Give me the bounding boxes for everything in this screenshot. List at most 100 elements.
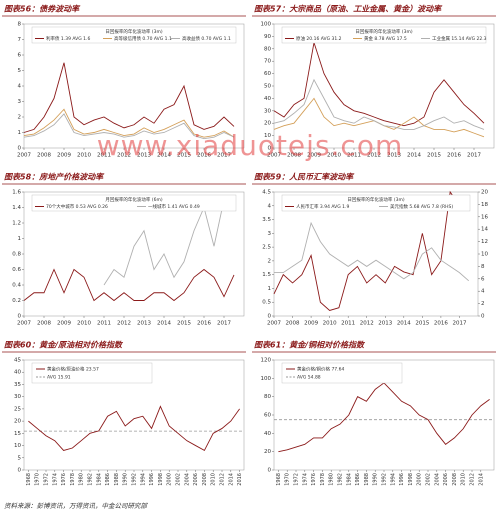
x-tick-label: 2010 <box>461 473 467 486</box>
series-line <box>273 190 469 311</box>
x-tick-label: 2007 <box>17 153 31 159</box>
x-tick-label: 2012 <box>367 153 381 159</box>
y-tick-label: 0 <box>18 146 22 152</box>
x-tick-label: 1984 <box>346 473 352 486</box>
y-tick-label: 2 <box>18 115 22 121</box>
x-tick-label: 2010 <box>77 321 91 327</box>
y-tick-label: 30 <box>264 108 271 114</box>
legend-title: 月回报率的年化波动率 (6m) <box>105 196 162 203</box>
y-tick-label: 1 <box>18 130 22 136</box>
x-tick-label: 1972 <box>44 473 50 486</box>
x-tick-label: 1992 <box>132 473 138 486</box>
legend-label: 黄金 8.78 AVG 17.5 <box>364 35 407 42</box>
y-tick-label: 50 <box>264 84 271 90</box>
y-tick-label: 45 <box>14 358 21 364</box>
series-line <box>278 382 490 453</box>
y-tick-label: 20 <box>264 121 271 127</box>
y-tick-label: 80 <box>264 394 271 400</box>
legend-title: 日回报率的年化波动率 (3m) <box>355 28 412 35</box>
x-tick-label: 2007 <box>267 153 281 159</box>
x-tick-label: 2014 <box>157 153 171 159</box>
x-tick-label: 1968 <box>276 473 282 486</box>
x-tick-label: 2014 <box>478 473 484 486</box>
x-tick-label: 2014 <box>157 321 171 327</box>
x-tick-label: 2000 <box>417 473 423 486</box>
x-tick-label: 2008 <box>37 153 51 159</box>
series-line <box>23 268 235 302</box>
x-tick-label: 2008 <box>452 473 458 486</box>
y-tick-label: 70 <box>264 59 271 65</box>
y2-tick-label: 16 <box>481 214 488 220</box>
x-tick-label: 2000 <box>167 473 173 486</box>
y-tick-label: 15 <box>14 431 21 437</box>
x-tick-label: 2007 <box>267 321 281 327</box>
x-tick-label: 2017 <box>217 153 231 159</box>
y-tick-label: 40 <box>264 431 271 437</box>
x-tick-label: 1978 <box>70 473 76 486</box>
x-tick-label: 2014 <box>407 153 421 159</box>
x-tick-label: 2002 <box>176 473 182 486</box>
legend-label: 黄金价格/原油价格 23.57 <box>47 366 99 373</box>
y-tick-label: 3 <box>268 231 272 237</box>
y-tick-label: 0 <box>18 468 22 474</box>
y-tick-label: 0.6 <box>12 267 21 273</box>
x-tick-label: 2013 <box>137 153 151 159</box>
x-tick-label: 2012 <box>470 473 476 486</box>
y2-tick-label: 6 <box>481 276 485 282</box>
y-tick-label: 1 <box>268 286 272 292</box>
series-line <box>28 405 240 452</box>
chart-title: 图表56：债券波动率 <box>4 5 81 14</box>
x-tick-label: 1988 <box>114 473 120 486</box>
x-tick-label: 1992 <box>382 473 388 486</box>
y-tick-label: 20 <box>14 419 21 425</box>
x-tick-label: 1972 <box>294 473 300 486</box>
x-tick-label: 1996 <box>149 473 155 486</box>
x-tick-label: 2011 <box>341 321 355 327</box>
x-tick-label: 2016 <box>197 153 211 159</box>
series-line <box>274 221 470 282</box>
series-line <box>23 113 235 140</box>
x-tick-label: 1986 <box>355 473 361 486</box>
x-tick-label: 2004 <box>184 473 190 486</box>
y2-tick-label: 12 <box>481 239 488 245</box>
x-tick-label: 1980 <box>79 473 85 486</box>
y-tick-label: 1.4 <box>12 205 21 211</box>
legend-label: 工业金属 15.14 AVG 22.3 <box>432 35 487 42</box>
y-tick-label: 8 <box>18 22 22 28</box>
legend-label: 人民币汇率 3.94 AVG 1.9 <box>296 203 349 210</box>
x-tick-label: 2008 <box>37 321 51 327</box>
y-tick-label: 80 <box>264 46 271 52</box>
x-tick-label: 2016 <box>447 153 461 159</box>
x-tick-label: 2006 <box>443 473 449 486</box>
x-tick-label: 2012 <box>360 321 374 327</box>
y-tick-label: 0.2 <box>12 298 21 304</box>
x-tick-label: 2010 <box>211 473 217 486</box>
x-tick-label: 2009 <box>304 321 318 327</box>
chart-title: 图表59：人民币汇率波动率 <box>254 173 355 182</box>
x-tick-label: 2015 <box>177 153 191 159</box>
y-tick-label: 60 <box>264 71 271 77</box>
x-tick-label: 1982 <box>338 473 344 486</box>
x-tick-label: 1988 <box>364 473 370 486</box>
x-tick-label: 2002 <box>426 473 432 486</box>
legend-label: 利率债 1.39 AVG 1.6 <box>46 35 90 42</box>
legend-label: 一线城市 1.41 AVG 0.49 <box>148 203 200 210</box>
y-tick-label: 120 <box>261 358 272 364</box>
y-tick-label: 0.8 <box>12 252 21 258</box>
y2-tick-label: 2 <box>481 301 485 307</box>
x-tick-label: 2008 <box>286 321 300 327</box>
legend-label: 70个大中城市 0.53 AVG 0.26 <box>46 203 108 210</box>
x-tick-label: 2015 <box>427 153 441 159</box>
y-tick-label: 0 <box>268 146 272 152</box>
x-tick-label: 2013 <box>387 153 401 159</box>
x-tick-label: 2016 <box>434 321 448 327</box>
x-tick-label: 2015 <box>415 321 429 327</box>
legend-label: 黄金价格/铜价格 77.64 <box>297 366 344 373</box>
y-tick-label: 1.5 <box>262 272 271 278</box>
x-tick-label: 2012 <box>117 321 131 327</box>
legend-box <box>31 362 153 384</box>
legend-label: 美元指数 5.68 AVG 7.8 (RHS) <box>390 203 453 210</box>
x-tick-label: 1990 <box>373 473 379 486</box>
chart-title: 图表60：黄金/原油相对价格指数 <box>4 340 124 350</box>
y2-tick-label: 0 <box>481 314 485 320</box>
